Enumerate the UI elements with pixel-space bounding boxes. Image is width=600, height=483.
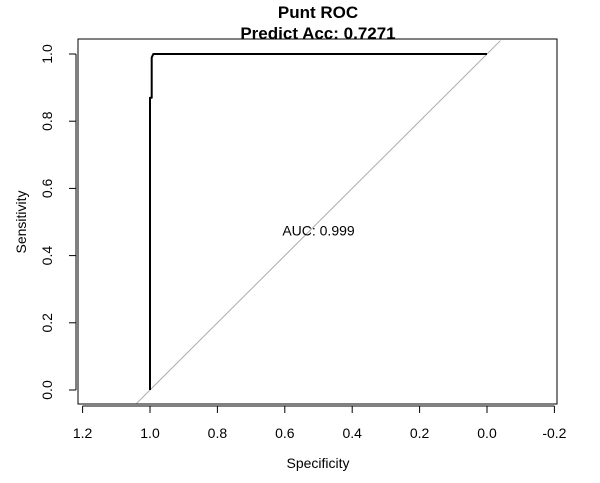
reference-line-group xyxy=(136,40,501,404)
y-tick-label: 0.8 xyxy=(39,111,55,131)
x-axis: 1.2 1.0 0.8 0.6 0.4 0.2 0.0 -0.2 xyxy=(73,405,567,441)
y-axis-label: Sensitivity xyxy=(13,190,29,253)
auc-annotation: AUC: 0.999 xyxy=(282,222,355,238)
x-tick-label: 0.2 xyxy=(410,425,430,441)
x-tick-label: 0.6 xyxy=(275,425,295,441)
x-tick-label: 0.4 xyxy=(342,425,362,441)
y-tick-label: 0.6 xyxy=(39,178,55,198)
x-tick-label: 1.2 xyxy=(73,425,93,441)
series-group xyxy=(149,53,487,390)
roc-curve xyxy=(149,53,487,390)
x-tick-label: 0.0 xyxy=(477,425,497,441)
x-tick-label: 1.0 xyxy=(140,425,160,441)
reference-line xyxy=(136,40,501,404)
y-tick-label: 0.4 xyxy=(39,246,55,266)
x-axis-label: Specificity xyxy=(286,455,349,471)
y-tick-label: 1.0 xyxy=(39,44,55,64)
chart-subtitle: Predict Acc: 0.7271 xyxy=(240,24,395,43)
y-tick-label: 0.0 xyxy=(39,380,55,400)
x-tick-label: -0.2 xyxy=(542,425,566,441)
x-tick-label: 0.8 xyxy=(208,425,228,441)
y-tick-label: 0.2 xyxy=(39,313,55,333)
y-axis: 0.0 0.2 0.4 0.6 0.8 1.0 xyxy=(39,44,77,400)
plot-frame xyxy=(77,38,558,405)
chart-title: Punt ROC xyxy=(278,3,358,22)
